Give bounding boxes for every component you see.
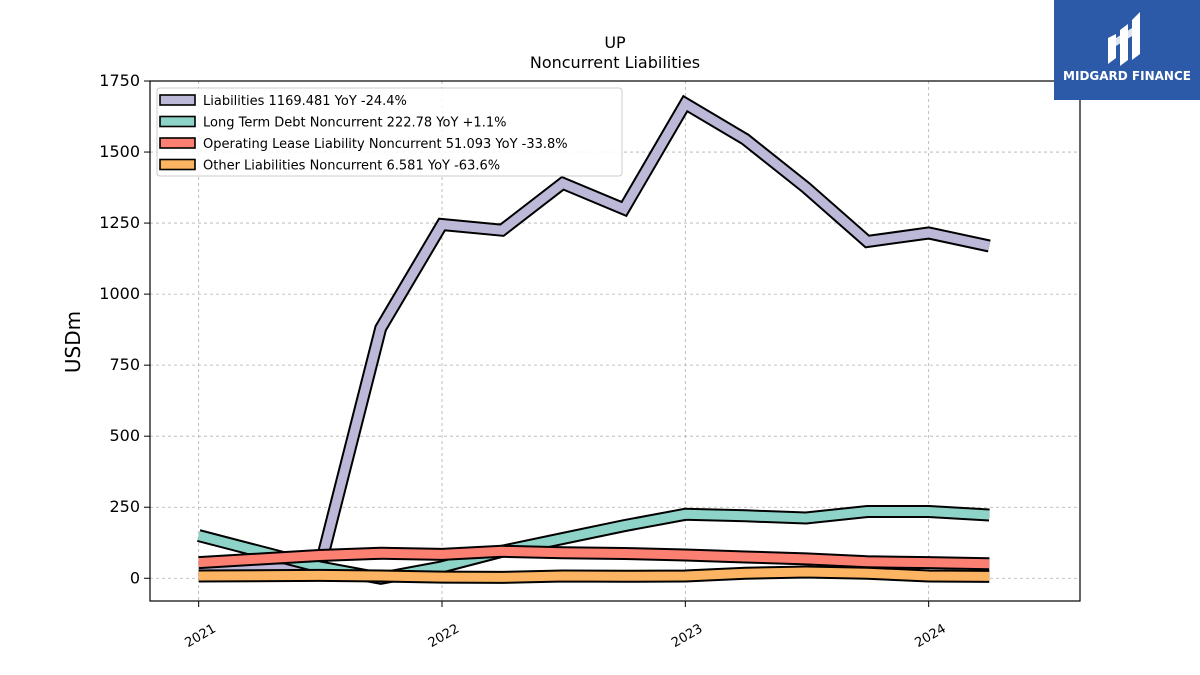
legend-entry: Long Term Debt Noncurrent 222.78 YoY +1.… [203, 116, 506, 131]
y-axis: 0 250 500 750 1000 1250 1500 1750 [99, 71, 150, 587]
legend-entry: Liabilities 1169.481 YoY -24.4% [203, 94, 407, 109]
y-axis-label: USDm [61, 311, 85, 373]
brand-logo: MIDGARD FINANCE [1054, 0, 1200, 100]
x-tick-label: 2022 [426, 621, 462, 651]
plot-frame [149, 80, 1081, 602]
chart-subtitle: Noncurrent Liabilities [530, 53, 700, 72]
legend-swatch [159, 137, 196, 149]
legend-swatch [159, 115, 196, 128]
series-line [198, 97, 991, 575]
x-tick-label: 2021 [183, 621, 219, 651]
x-tick-label: 2023 [669, 621, 705, 651]
legend-swatch [159, 94, 196, 106]
y-tick-label: 1500 [99, 142, 140, 161]
legend-entry: Operating Lease Liability Noncurrent 51.… [203, 137, 568, 152]
legend-box [156, 87, 623, 177]
y-tick-label: 0 [130, 568, 140, 587]
series-4 [198, 565, 990, 584]
y-tick-label: 1750 [99, 71, 140, 90]
series-line [198, 567, 990, 582]
y-tick-label: 750 [109, 355, 140, 374]
x-tick-label: 2024 [913, 621, 949, 651]
legend: Liabilities 1169.481 YoY -24.4% Long Term… [156, 87, 623, 177]
y-tick-label: 500 [109, 426, 140, 445]
series-layer [197, 94, 991, 585]
y-tick-label: 1000 [99, 284, 140, 303]
series-line [198, 546, 990, 569]
legend-entry: Other Liabilities Noncurrent 6.581 YoY -… [203, 159, 500, 174]
midgard-logo-icon [1108, 12, 1140, 66]
legend-swatch [159, 158, 196, 171]
series-3 [198, 544, 990, 571]
chart-title: UP [604, 33, 626, 52]
brand-name: MIDGARD FINANCE [1063, 69, 1191, 83]
y-tick-label: 250 [109, 497, 140, 516]
y-tick-label: 1250 [99, 213, 140, 232]
x-axis: 2021 2022 2023 2024 [183, 601, 949, 651]
series-1 [198, 94, 991, 577]
